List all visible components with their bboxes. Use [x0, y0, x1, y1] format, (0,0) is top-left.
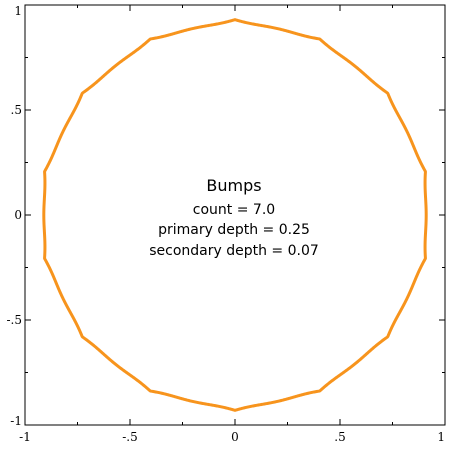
y-tick-label: 0	[14, 208, 22, 222]
x-tick-label: 1	[437, 430, 445, 444]
x-tick-label: .5	[334, 430, 345, 444]
y-tick-label: -.5	[6, 313, 22, 327]
annotation-count: count = 7.0	[193, 202, 275, 218]
annotation: Bumps count = 7.0 primary depth = 0.25 s…	[149, 176, 319, 259]
x-tick-label: -1	[19, 430, 31, 444]
x-tick-label: -.5	[122, 430, 138, 444]
annotation-primary-depth: primary depth = 0.25	[158, 222, 310, 238]
annotation-title: Bumps	[206, 176, 261, 195]
y-tick-label: .5	[11, 103, 22, 117]
y-tick-label: -1	[10, 414, 22, 428]
y-tick-label: 1	[14, 4, 22, 18]
axis-tick-labels: -1 -.5 0 .5 1 -1 -.5 0 .5 1	[6, 4, 445, 444]
x-tick-label: 0	[231, 430, 239, 444]
bumps-curve	[42, 18, 428, 412]
annotation-secondary-depth: secondary depth = 0.07	[149, 243, 319, 259]
axis-ticks	[24, 4, 446, 426]
